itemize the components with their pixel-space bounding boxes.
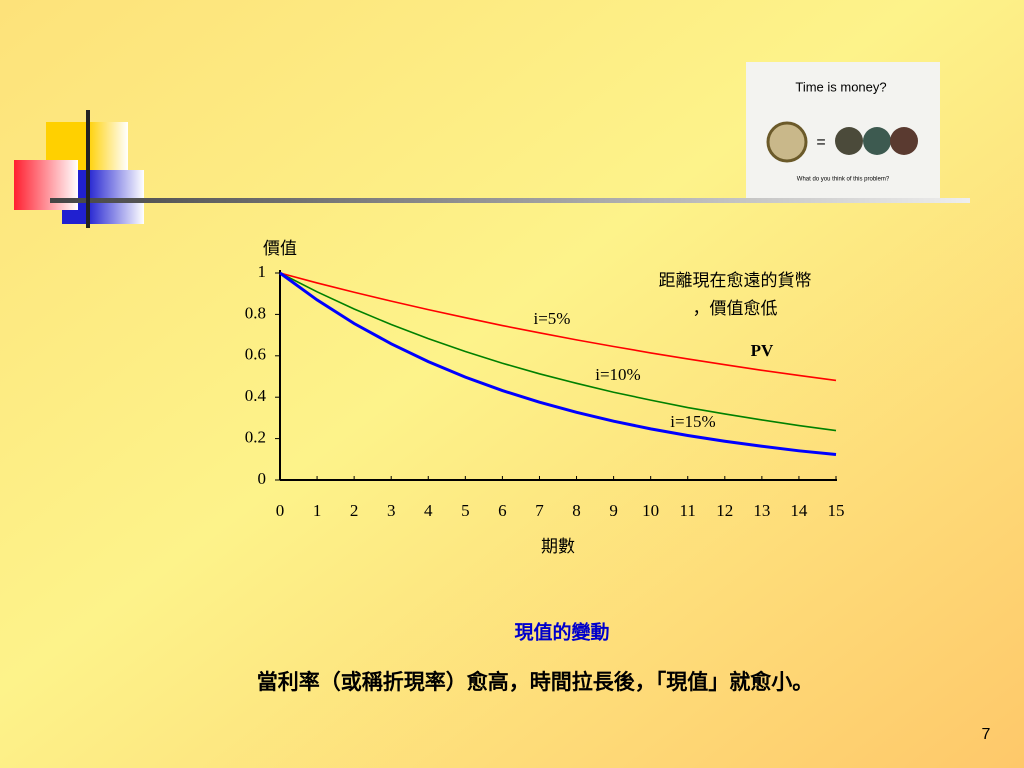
page-number: 7 — [982, 726, 991, 743]
x-tick-label: 14 — [790, 501, 808, 520]
annotation: 距離現在愈遠的貨幣 — [659, 271, 812, 290]
deco-line — [86, 110, 90, 228]
header-rule — [50, 198, 970, 203]
annotation: ，價值愈低 — [693, 299, 778, 318]
body-text: 當利率（或稱折現率）愈高，時間拉長後，「現值」就愈小。 — [257, 670, 814, 694]
image-title: Time is money? — [795, 79, 886, 94]
y-tick-label: 0.2 — [245, 428, 266, 447]
coin-icon — [890, 127, 918, 155]
x-tick-label: 8 — [572, 501, 581, 520]
series-line — [279, 272, 837, 382]
series-line — [279, 272, 837, 432]
x-tick-label: 5 — [461, 501, 470, 520]
x-tick-label: 15 — [828, 501, 845, 520]
y-tick-label: 1 — [258, 262, 267, 281]
image-caption: What do you think of this problem? — [797, 177, 890, 183]
x-tick-label: 7 — [535, 501, 544, 520]
x-tick-label: 0 — [276, 501, 285, 520]
x-tick-label: 13 — [753, 501, 770, 520]
x-tick-label: 10 — [642, 501, 659, 520]
y-tick-label: 0 — [258, 469, 267, 488]
y-tick-label: 0.4 — [245, 386, 267, 405]
y-axis-label: 價值 — [263, 239, 297, 258]
caption: 現值的變動 — [514, 620, 609, 643]
image-symbol: = — [816, 134, 825, 151]
watch-icon — [766, 121, 808, 163]
coin-icon — [863, 127, 891, 155]
x-tick-label: 6 — [498, 501, 507, 520]
series-label: i=10% — [595, 365, 640, 384]
y-tick-label: 0.8 — [245, 303, 266, 322]
x-tick-label: 1 — [313, 501, 322, 520]
coin-icon — [835, 127, 863, 155]
x-tick-label: 12 — [716, 501, 733, 520]
x-tick-label: 2 — [350, 501, 359, 520]
series-label: i=5% — [534, 309, 571, 328]
y-tick-label: 0.6 — [245, 345, 266, 364]
annotation: PV — [751, 341, 774, 360]
x-tick-label: 4 — [424, 501, 433, 520]
x-tick-label: 11 — [680, 501, 696, 520]
x-tick-label: 3 — [387, 501, 396, 520]
series-label: i=15% — [670, 412, 715, 431]
x-tick-label: 9 — [609, 501, 618, 520]
x-axis-label: 期數 — [541, 537, 575, 556]
series-line — [279, 271, 837, 457]
